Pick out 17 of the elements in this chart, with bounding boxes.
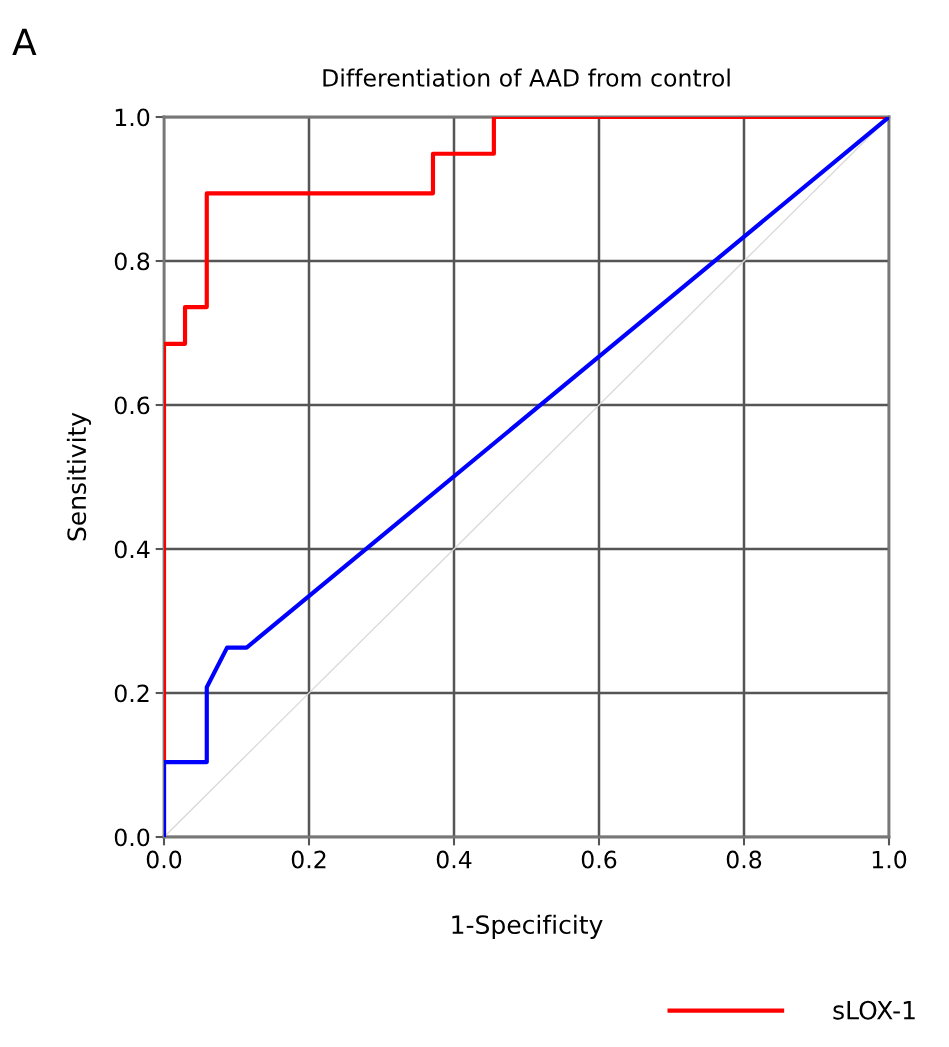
y-tick-label: 0.0 [114, 828, 150, 847]
y-tick-label: 0.6 [114, 396, 150, 415]
x-tick-label: 0.6 [581, 850, 617, 869]
y-axis-title: Sensitivity [66, 412, 92, 541]
x-tick-label: 0.2 [291, 850, 326, 869]
x-tick-label: 0.0 [146, 850, 182, 869]
x-tick-label: 0.8 [726, 850, 762, 869]
chart-title: Differentiation of AAD from control [323, 68, 730, 87]
x-tick-label: 1.0 [872, 850, 907, 869]
x-axis-title: 1-Specificity [452, 914, 603, 939]
y-tick-label: 0.4 [114, 540, 150, 559]
x-tick-label: 0.4 [436, 850, 472, 869]
y-tick-label: 0.8 [114, 252, 150, 271]
text: A [12, 28, 37, 55]
y-tick-label: 1.0 [115, 108, 150, 127]
y-tick-label: 0.2 [114, 684, 149, 703]
legend-label: sLOX-1 [833, 1000, 915, 1020]
